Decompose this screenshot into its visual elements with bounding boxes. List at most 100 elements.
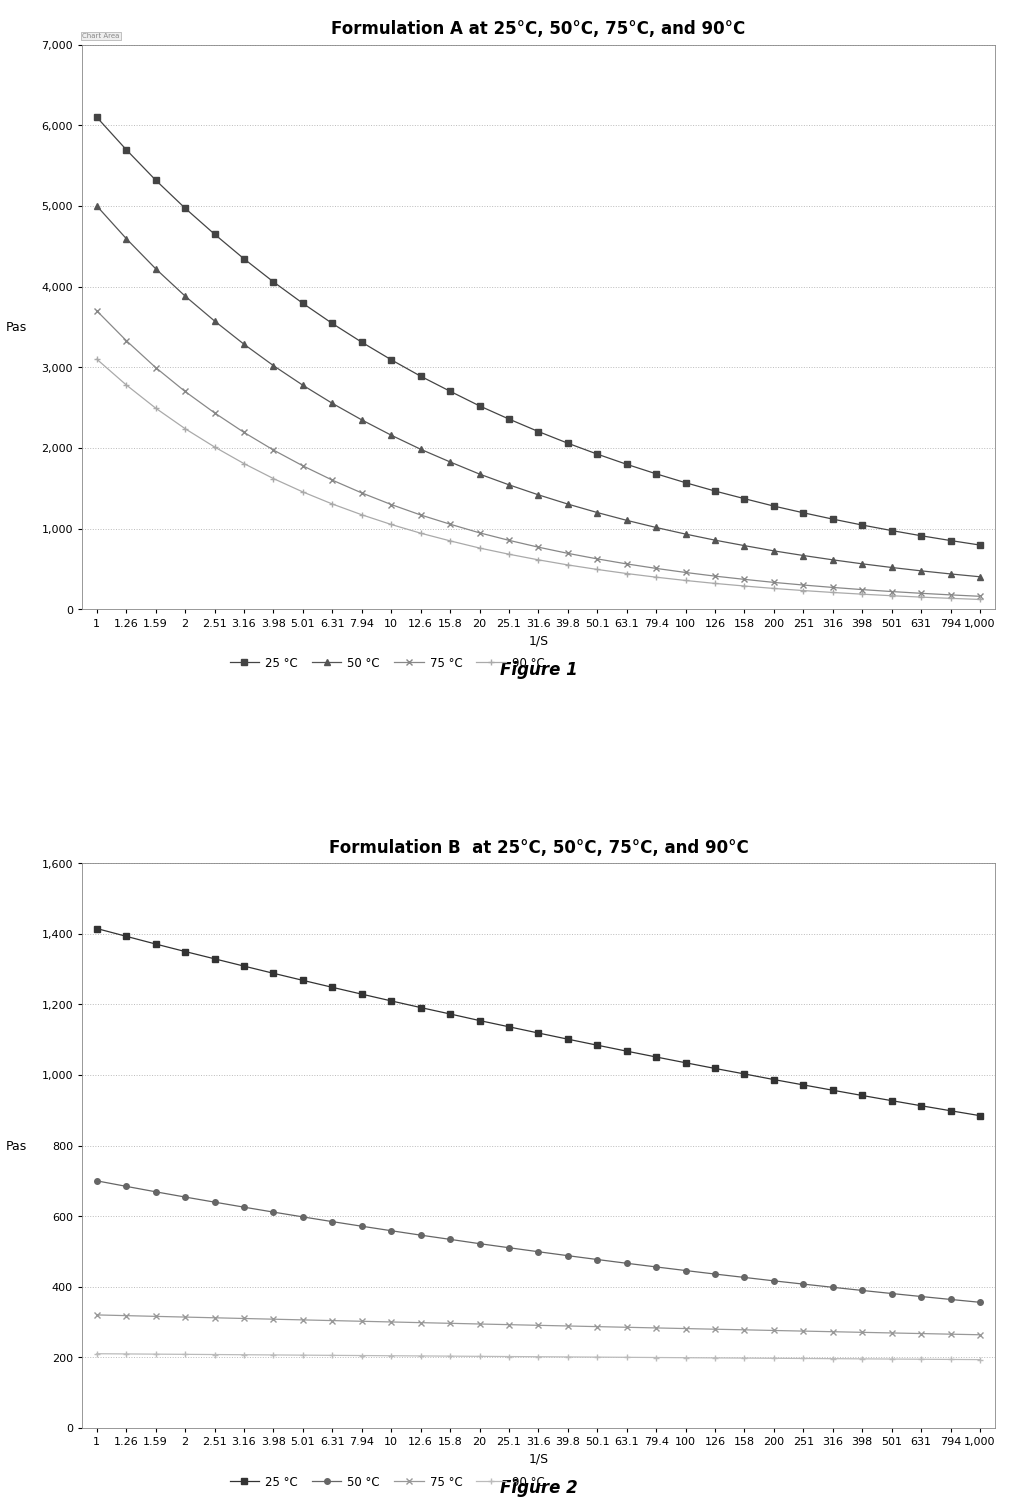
- 90 °C: [708, 1348, 721, 1366]
- 25 °C: [708, 1060, 721, 1078]
- 50 °C: [384, 427, 397, 445]
- 75 °C: [384, 496, 397, 514]
- 75 °C: [414, 1314, 426, 1332]
- 25 °C: [90, 920, 102, 938]
- Title: Formulation A at 25°C, 50°C, 75°C, and 90°C: Formulation A at 25°C, 50°C, 75°C, and 9…: [331, 20, 745, 38]
- 90 °C: [326, 496, 338, 514]
- 25 °C: [326, 978, 338, 996]
- 75 °C: [384, 1314, 397, 1332]
- 75 °C: [90, 1306, 102, 1324]
- 75 °C: [178, 1308, 191, 1326]
- Text: Chart Area: Chart Area: [82, 33, 119, 39]
- Line: 25 °C: 25 °C: [94, 926, 982, 1118]
- 90 °C: [208, 1345, 220, 1363]
- 75 °C: [650, 1320, 662, 1338]
- 90 °C: [474, 1347, 486, 1365]
- 50 °C: [590, 1250, 603, 1269]
- 25 °C: [826, 1081, 838, 1099]
- 25 °C: [208, 950, 220, 968]
- 25 °C: [738, 1066, 750, 1084]
- 25 °C: [444, 383, 456, 401]
- 25 °C: [738, 490, 750, 508]
- 75 °C: [738, 571, 750, 589]
- 50 °C: [474, 1235, 486, 1254]
- 90 °C: [620, 1348, 632, 1366]
- 75 °C: [826, 579, 838, 597]
- 50 °C: [650, 1258, 662, 1276]
- 25 °C: [768, 497, 780, 516]
- 75 °C: [886, 1324, 898, 1342]
- 25 °C: [384, 992, 397, 1010]
- 50 °C: [768, 1272, 780, 1290]
- 25 °C: [178, 200, 191, 218]
- 75 °C: [620, 1318, 632, 1336]
- 90 °C: [90, 1345, 102, 1363]
- 90 °C: [414, 525, 426, 543]
- 25 °C: [650, 464, 662, 482]
- 75 °C: [886, 583, 898, 601]
- 25 °C: [680, 473, 692, 491]
- 25 °C: [914, 1097, 927, 1115]
- 50 °C: [768, 543, 780, 561]
- 90 °C: [120, 376, 132, 394]
- 90 °C: [914, 588, 927, 606]
- 50 °C: [208, 1193, 220, 1211]
- 90 °C: [532, 552, 544, 570]
- 50 °C: [944, 1291, 956, 1309]
- 90 °C: [444, 1347, 456, 1365]
- 25 °C: [326, 314, 338, 332]
- 75 °C: [356, 1312, 368, 1330]
- 50 °C: [914, 562, 927, 580]
- 90 °C: [296, 1347, 309, 1365]
- 75 °C: [238, 424, 250, 442]
- 25 °C: [768, 1070, 780, 1088]
- 90 °C: [768, 1350, 780, 1368]
- 25 °C: [268, 274, 280, 292]
- 75 °C: [856, 1323, 868, 1341]
- Line: 90 °C: 90 °C: [94, 356, 982, 603]
- 90 °C: [620, 565, 632, 583]
- 90 °C: [826, 583, 838, 601]
- 50 °C: [680, 526, 692, 544]
- 50 °C: [886, 559, 898, 577]
- 50 °C: [502, 476, 515, 494]
- 50 °C: [796, 547, 809, 565]
- 90 °C: [414, 1347, 426, 1365]
- 90 °C: [590, 561, 603, 579]
- 75 °C: [650, 559, 662, 577]
- 75 °C: [326, 472, 338, 490]
- 90 °C: [796, 1350, 809, 1368]
- 90 °C: [150, 1345, 162, 1363]
- 25 °C: [650, 1048, 662, 1066]
- 25 °C: [826, 511, 838, 529]
- 75 °C: [208, 1309, 220, 1327]
- 50 °C: [708, 1266, 721, 1284]
- 50 °C: [708, 532, 721, 550]
- 50 °C: [90, 1172, 102, 1190]
- 90 °C: [268, 1347, 280, 1365]
- 90 °C: [120, 1345, 132, 1363]
- 75 °C: [414, 507, 426, 525]
- 75 °C: [150, 359, 162, 377]
- 75 °C: [150, 1308, 162, 1326]
- 25 °C: [856, 1087, 868, 1105]
- 25 °C: [296, 295, 309, 313]
- 75 °C: [856, 580, 868, 598]
- 25 °C: [474, 1012, 486, 1030]
- 25 °C: [150, 171, 162, 189]
- 90 °C: [562, 556, 574, 574]
- 50 °C: [150, 260, 162, 278]
- 25 °C: [356, 986, 368, 1004]
- 75 °C: [532, 1317, 544, 1335]
- Line: 50 °C: 50 °C: [94, 1178, 982, 1305]
- X-axis label: 1/S: 1/S: [528, 634, 548, 648]
- 25 °C: [238, 957, 250, 975]
- 75 °C: [974, 588, 986, 606]
- 90 °C: [90, 350, 102, 368]
- 75 °C: [914, 1324, 927, 1342]
- 75 °C: [268, 1311, 280, 1329]
- 90 °C: [590, 1348, 603, 1366]
- 75 °C: [768, 574, 780, 592]
- 25 °C: [384, 352, 397, 370]
- 50 °C: [178, 287, 191, 305]
